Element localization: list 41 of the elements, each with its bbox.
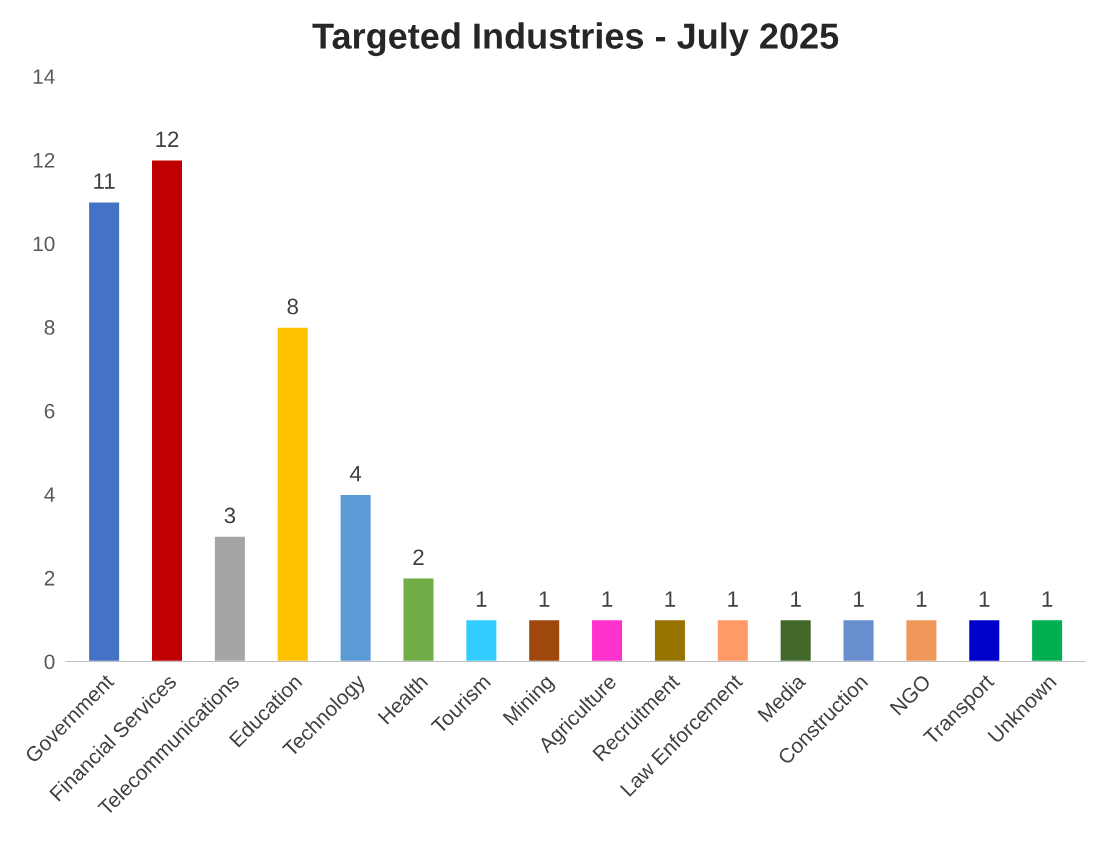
data-label: 12 — [156, 131, 179, 147]
data-label: 1 — [1042, 591, 1053, 607]
data-label: 1 — [602, 591, 613, 607]
bar — [150, 159, 184, 662]
bar — [527, 618, 561, 662]
bar — [904, 618, 938, 662]
bar — [779, 618, 813, 662]
data-label: 8 — [287, 298, 298, 315]
data-label: 1 — [854, 591, 864, 607]
y-tick-label: 8 — [44, 320, 55, 335]
bar — [402, 577, 435, 662]
bar — [653, 618, 687, 662]
chart-title: Targeted Industries - July 2025 — [312, 22, 839, 57]
bar — [87, 201, 121, 662]
bar — [213, 535, 247, 662]
data-label: 1 — [665, 591, 676, 607]
data-label: 3 — [224, 507, 236, 524]
data-label: 4 — [349, 466, 362, 482]
y-tick-label: 14 — [33, 69, 55, 84]
y-tick-label: 4 — [44, 487, 55, 502]
bar — [967, 618, 1001, 662]
data-label: 1 — [539, 591, 550, 607]
bar — [464, 618, 498, 662]
data-label: 1 — [728, 591, 738, 607]
bar — [716, 618, 750, 662]
y-tick-label: 2 — [44, 570, 55, 586]
y-tick-label: 10 — [33, 236, 55, 252]
data-label: 1 — [916, 591, 927, 607]
data-label: 11 — [94, 173, 115, 189]
bar — [1030, 618, 1064, 662]
y-tick-label: 0 — [44, 654, 55, 670]
data-label: 2 — [413, 549, 424, 565]
data-label: 1 — [476, 591, 487, 607]
data-label: 1 — [791, 591, 801, 607]
bar — [842, 618, 875, 662]
y-tick-label: 6 — [44, 403, 55, 419]
bar — [276, 326, 310, 662]
bar — [339, 493, 373, 662]
y-tick-label: 12 — [33, 152, 55, 168]
bar — [590, 618, 624, 662]
data-label: 1 — [979, 591, 990, 607]
